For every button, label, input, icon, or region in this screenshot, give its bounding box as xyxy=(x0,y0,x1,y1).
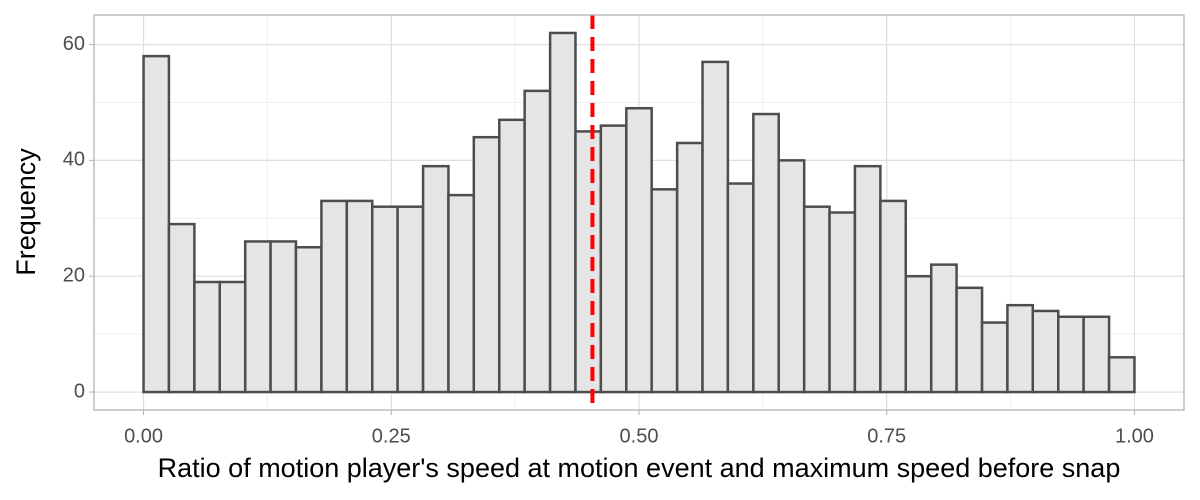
x-tick-label: 0.25 xyxy=(372,425,411,447)
bar xyxy=(218,280,247,394)
bar xyxy=(980,321,1009,394)
bar xyxy=(523,89,552,394)
bar xyxy=(1107,356,1136,394)
y-tick-label: 60 xyxy=(63,33,85,55)
bar xyxy=(929,263,958,394)
x-tick-label: 0.50 xyxy=(620,425,659,447)
bar xyxy=(802,205,831,394)
bar xyxy=(955,286,984,394)
bar xyxy=(625,106,653,394)
bar xyxy=(320,199,349,394)
y-tick-label: 0 xyxy=(74,380,85,402)
bar xyxy=(142,54,171,394)
x-tick-label: 1.00 xyxy=(1115,425,1154,447)
bar xyxy=(1082,315,1111,394)
bar xyxy=(193,280,221,394)
x-axis-title: Ratio of motion player's speed at motion… xyxy=(158,453,1121,483)
bar xyxy=(1031,309,1060,394)
bar xyxy=(548,31,577,394)
bar xyxy=(447,193,476,394)
bar xyxy=(675,141,704,394)
bar xyxy=(726,182,755,394)
bar xyxy=(294,246,323,394)
bar xyxy=(243,240,272,394)
bar xyxy=(828,211,857,394)
bar xyxy=(701,60,730,394)
bar xyxy=(472,135,501,394)
bar xyxy=(777,159,806,394)
bar xyxy=(421,164,450,394)
bar xyxy=(396,205,425,394)
bar xyxy=(599,124,628,394)
bar xyxy=(370,205,399,394)
bar xyxy=(650,188,679,394)
y-axis-title: Frequency xyxy=(11,148,41,276)
bar xyxy=(879,199,908,394)
bar xyxy=(1057,315,1085,394)
bar xyxy=(269,240,298,394)
bar xyxy=(1006,303,1035,394)
y-tick-label: 20 xyxy=(63,264,85,286)
panel-border xyxy=(93,14,1185,411)
bar xyxy=(345,199,374,394)
bar xyxy=(167,222,196,394)
y-tick-label: 40 xyxy=(63,149,85,171)
bar xyxy=(752,112,780,394)
bar xyxy=(853,164,882,394)
x-tick-label: 0.75 xyxy=(867,425,906,447)
x-tick-label: 0.00 xyxy=(124,425,163,447)
bar xyxy=(574,130,603,394)
bar xyxy=(904,274,933,394)
bar xyxy=(498,118,526,394)
